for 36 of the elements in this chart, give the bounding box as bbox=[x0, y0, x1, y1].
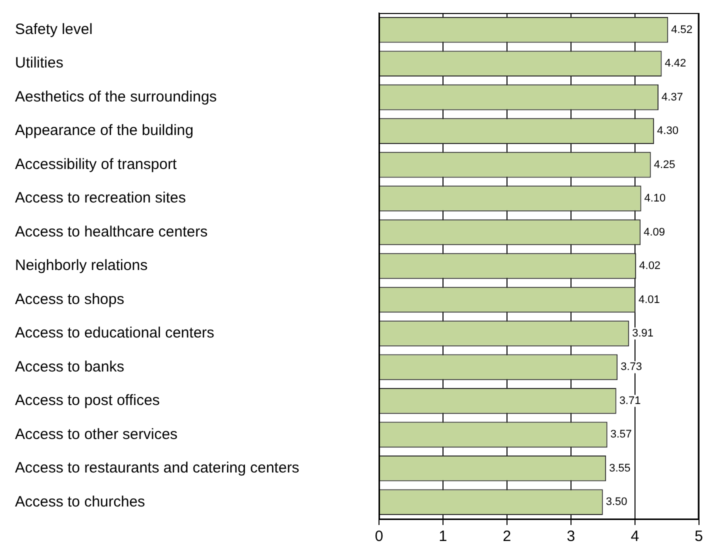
data-label: 3.57 bbox=[610, 428, 632, 441]
data-label: 4.01 bbox=[638, 294, 660, 306]
y-tick-label: Safety level bbox=[15, 21, 93, 38]
y-tick-label: Access to recreation sites bbox=[15, 190, 186, 207]
data-label: 3.50 bbox=[606, 496, 628, 508]
y-tick-label: Access to educational centers bbox=[15, 324, 214, 342]
y-tick-label: Access to shops bbox=[15, 290, 124, 308]
data-label: 3.55 bbox=[609, 462, 630, 474]
data-label: 4.25 bbox=[654, 158, 676, 171]
y-tick-label: Accessibility of transport bbox=[15, 156, 178, 173]
y-tick-label: Access to restaurants and catering centers bbox=[15, 460, 300, 477]
y-tick-label: Access to other services bbox=[15, 426, 178, 443]
data-label: 4.42 bbox=[664, 58, 686, 70]
data-label: 3.91 bbox=[632, 328, 654, 340]
data-label: 3.73 bbox=[620, 361, 642, 374]
y-tick-label: Access to healthcare centers bbox=[15, 223, 208, 240]
y-tick-label: Appearance of the building bbox=[15, 122, 194, 140]
y-tick-label: Access to churches bbox=[15, 493, 146, 510]
x-tick-label: 4 bbox=[630, 528, 640, 546]
data-label: 3.71 bbox=[619, 394, 641, 407]
x-tick-label: 1 bbox=[438, 528, 448, 546]
y-tick-label: Neighborly relations bbox=[15, 257, 148, 274]
x-tick-label: 3 bbox=[566, 528, 576, 546]
data-label: 4.02 bbox=[639, 260, 661, 272]
y-tick-label: Access to post offices bbox=[15, 392, 160, 410]
y-tick-label: Utilities bbox=[15, 54, 64, 72]
data-label: 4.37 bbox=[662, 91, 683, 104]
y-tick-label: Aesthetics of the surroundings bbox=[15, 88, 217, 106]
x-tick-label: 2 bbox=[502, 528, 512, 546]
data-label: 4.52 bbox=[671, 24, 693, 36]
data-label: 4.30 bbox=[657, 125, 678, 138]
data-label: 4.09 bbox=[644, 226, 666, 238]
x-tick-label: 5 bbox=[694, 528, 703, 546]
data-label: 4.10 bbox=[644, 192, 666, 205]
y-tick-label: Access to banks bbox=[15, 358, 124, 376]
x-tick-label: 0 bbox=[374, 528, 384, 546]
